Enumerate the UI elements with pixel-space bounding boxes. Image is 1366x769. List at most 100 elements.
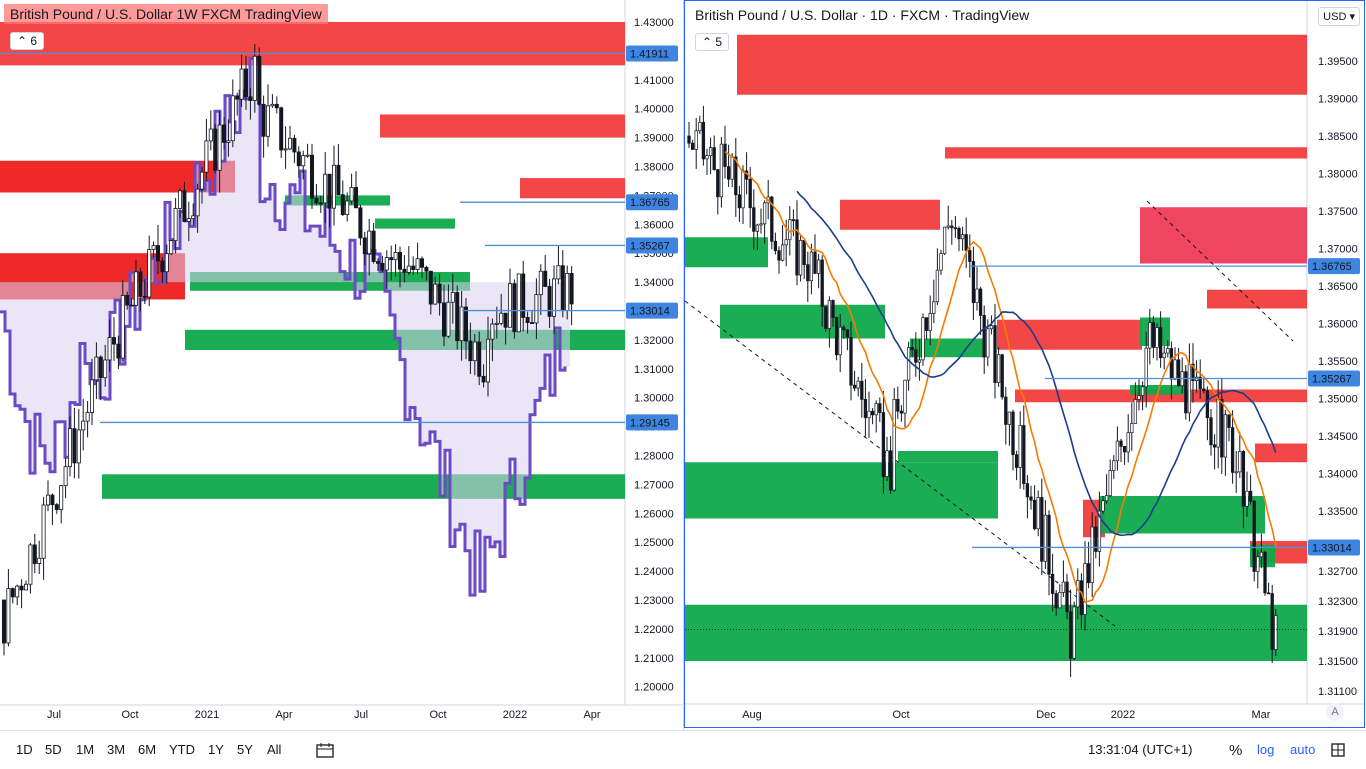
candle-body (1011, 411, 1015, 456)
price-label: 1.35267 (1312, 373, 1352, 385)
candle-body (1112, 460, 1116, 471)
price-label-box (626, 302, 678, 319)
price-label: 1.36765 (1312, 261, 1352, 273)
legend-toggle[interactable]: ⌃ 5 (695, 33, 730, 51)
candle-body (788, 219, 792, 241)
candle-body (186, 218, 191, 222)
daily-chart[interactable]: 1.39500 1.39000 1.38500 1.38000 1.37500 1.370… (685, 1, 1365, 728)
candle-body (1166, 348, 1170, 354)
weekly-chart-pane[interactable]: 1.430001.420001.410001.400001.390001.380… (0, 0, 684, 730)
candle-body (1270, 593, 1274, 650)
price-label: 1.33014 (630, 306, 670, 318)
candle-body (182, 190, 187, 222)
candle-body (698, 121, 702, 132)
candle-body (770, 196, 774, 242)
candle-body (261, 103, 266, 137)
candle-body (1205, 390, 1210, 419)
supply-zone (1255, 443, 1307, 463)
price-tick-label: 1.21000 (634, 653, 674, 665)
candle-body (1022, 425, 1026, 484)
candle-body (54, 504, 59, 510)
candle-body (345, 200, 350, 216)
candle-body (490, 323, 495, 340)
candle-body (989, 325, 994, 330)
timeframe-1y[interactable]: 1Y (208, 742, 224, 757)
candle-body (1252, 500, 1256, 572)
time-tick-label: Oct (429, 709, 446, 721)
timeframe-5d[interactable]: 5D (45, 742, 62, 757)
legend-count: 5 (715, 35, 723, 49)
candle-body (917, 359, 922, 363)
candle-body (503, 312, 508, 328)
candle-body (362, 237, 367, 255)
candle-body (248, 96, 253, 101)
timeframe-6m[interactable]: 6M (138, 742, 157, 757)
log-toggle[interactable]: log (1257, 742, 1275, 757)
candle-body (270, 103, 275, 107)
candle-body (813, 251, 817, 274)
candle-body (314, 197, 319, 204)
candle-body (795, 219, 799, 276)
candle-body (687, 135, 691, 144)
price-tick-label: 1.25000 (634, 537, 674, 549)
candle-body (780, 244, 785, 261)
auto-toggle[interactable]: auto (1290, 742, 1316, 757)
price-tick-label: 1.37000 (1318, 244, 1358, 256)
timeframe-1m[interactable]: 1M (76, 742, 95, 757)
daily-chart-pane[interactable]: 1.39500 1.39000 1.38500 1.38000 1.37500 1.370… (684, 0, 1365, 728)
candle-body (903, 379, 907, 414)
candle-body (1054, 593, 1058, 609)
candle-body (1007, 411, 1012, 425)
candle-body (46, 494, 51, 506)
candle-body (960, 234, 965, 240)
chevron-down-icon: ▾ (1349, 11, 1355, 23)
candle-body (323, 173, 328, 204)
price-tick-label: 1.39500 (1318, 56, 1358, 68)
date-range-icon[interactable] (316, 742, 334, 761)
auto-scale-button[interactable]: A (1326, 703, 1344, 721)
candle-body (849, 337, 853, 386)
candle-body (507, 283, 512, 328)
price-label-box (626, 45, 678, 62)
candle-body (777, 250, 781, 261)
candle-body (494, 322, 499, 325)
candle-body (512, 283, 517, 333)
candle-body (208, 128, 213, 142)
candle-body (309, 154, 314, 199)
candle-body (349, 187, 354, 202)
price-label: 1.41911 (630, 48, 669, 60)
settings-gear-icon[interactable] (1330, 742, 1346, 761)
clock-time[interactable]: 13:31:04 (UTC+1) (1088, 742, 1193, 757)
candle-body (204, 140, 209, 173)
timeframe-ytd[interactable]: YTD (169, 742, 195, 757)
price-tick-label: 1.24000 (634, 566, 674, 578)
candle-body (1155, 327, 1159, 348)
candle-body (530, 322, 535, 324)
timeframe-5y[interactable]: 5Y (237, 742, 253, 757)
candle-body (888, 450, 893, 491)
timeframe-all[interactable]: All (267, 742, 282, 757)
candle-body (921, 317, 925, 361)
price-tick-label: 1.39000 (1318, 94, 1358, 106)
candle-body (1245, 490, 1249, 507)
weekly-chart[interactable]: 1.430001.420001.410001.400001.390001.380… (0, 0, 683, 730)
price-tick-label: 1.23000 (634, 595, 674, 607)
timeframe-1d[interactable]: 1D (16, 742, 33, 757)
candle-body (59, 485, 64, 510)
time-tick-label: Apr (275, 709, 292, 721)
time-tick-label: Mar (1252, 709, 1271, 721)
timeframe-3m[interactable]: 3M (107, 742, 126, 757)
price-tick-label: 1.35000 (1318, 394, 1358, 406)
candle-body (173, 208, 178, 242)
candle-body (358, 207, 363, 239)
candle-body (195, 188, 200, 217)
percent-toggle[interactable]: % (1229, 742, 1243, 759)
candle-body (437, 283, 442, 304)
candle-body (226, 140, 231, 143)
candle-body (1029, 496, 1033, 501)
legend-toggle[interactable]: ⌃ 6 (10, 32, 45, 50)
candle-body (217, 124, 222, 171)
currency-select[interactable]: USD ▾ (1318, 7, 1360, 26)
price-tick-label: 1.30000 (634, 393, 674, 405)
candle-body (318, 202, 323, 205)
